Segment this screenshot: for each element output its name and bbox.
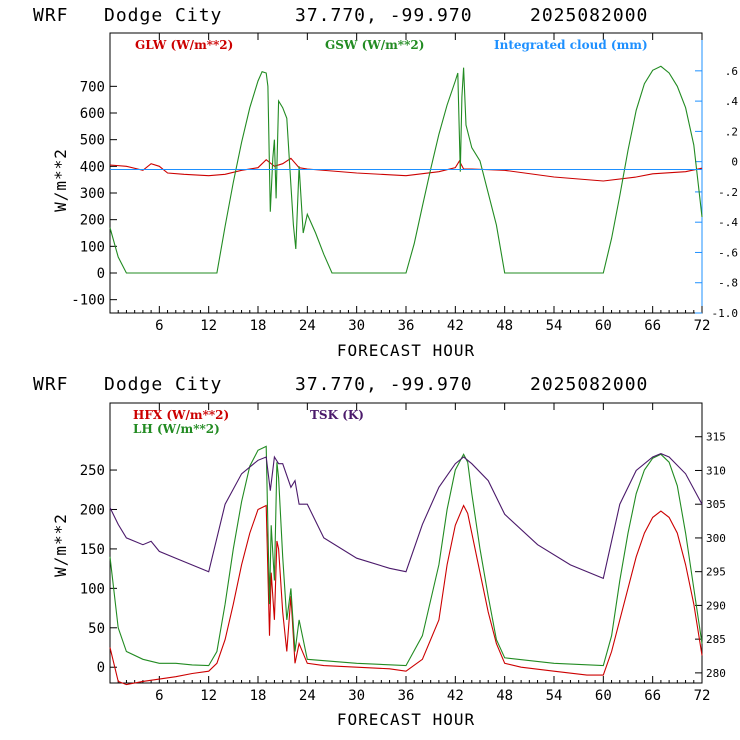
hfx-line xyxy=(109,504,703,686)
legend-glw: GLW (W/m**2) xyxy=(135,38,233,52)
x-tick-label: 30 xyxy=(348,688,365,704)
y2-tick-label: 280 xyxy=(706,667,726,680)
x-tick-label: 12 xyxy=(200,688,217,704)
legend-gsw: GSW (W/m**2) xyxy=(325,38,424,52)
legend-tsk: TSK (K) xyxy=(310,408,364,422)
bottom-site-label: Dodge City xyxy=(104,374,222,395)
top-series-group xyxy=(109,65,703,274)
y2-tick-label: 300 xyxy=(706,532,726,545)
bottom-x-axis-label: FORECAST HOUR xyxy=(337,710,475,729)
top-init-label: 2025082000 xyxy=(530,5,648,26)
bottom-model-label: WRF xyxy=(33,374,69,395)
tsk-line xyxy=(109,453,703,580)
y-tick-label: 50 xyxy=(88,621,105,637)
y2-tick-label: 310 xyxy=(706,464,726,477)
bottom-coords-label: 37.770, -99.970 xyxy=(295,374,473,395)
y2-tick-label: -1.0 xyxy=(712,307,739,320)
bottom-legend: HFX (W/m**2) LH (W/m**2) TSK (K) xyxy=(133,408,364,436)
y-tick-label: 0 xyxy=(97,266,105,282)
x-tick-label: 36 xyxy=(398,688,415,704)
top-model-label: WRF xyxy=(33,5,69,26)
y2-tick-label: 0 xyxy=(731,156,738,169)
y-tick-label: 200 xyxy=(80,502,105,518)
y-tick-label: 400 xyxy=(80,159,105,175)
y-tick-label: 600 xyxy=(80,106,105,122)
y-tick-label: 150 xyxy=(80,542,105,558)
y2-tick-label: 290 xyxy=(706,599,726,612)
top-x-axis: 6 12 18 24 30 36 42 48 54 60 66 72 xyxy=(117,33,711,334)
x-tick-label: 30 xyxy=(348,318,365,334)
x-tick-label: 36 xyxy=(398,318,415,334)
bottom-y2-axis: 280 285 290 295 300 305 310 315 xyxy=(695,431,726,680)
y2-tick-label: -.6 xyxy=(718,246,738,259)
y-tick-label: 0 xyxy=(97,660,105,676)
x-tick-label: 60 xyxy=(595,688,612,704)
x-tick-label: 72 xyxy=(694,688,711,704)
top-header: WRF Dodge City 37.770, -99.970 202508200… xyxy=(33,5,648,26)
y-tick-label: 100 xyxy=(80,239,105,255)
bottom-plot-frame xyxy=(109,402,703,684)
y2-tick-label: 315 xyxy=(706,431,726,444)
bottom-series-group xyxy=(109,445,703,686)
x-tick-label: 42 xyxy=(447,688,464,704)
y-tick-label: 100 xyxy=(80,581,105,597)
x-tick-label: 48 xyxy=(496,318,513,334)
bottom-y-axis-label: W/m**2 xyxy=(51,513,70,577)
top-legend: GLW (W/m**2) GSW (W/m**2) Integrated clo… xyxy=(135,38,648,52)
y2-tick-label: -.2 xyxy=(718,186,738,199)
gsw-line xyxy=(109,65,703,274)
y2-tick-label: 285 xyxy=(706,633,726,646)
x-tick-label: 54 xyxy=(546,688,563,704)
top-panel: WRF Dodge City 37.770, -99.970 202508200… xyxy=(33,5,738,360)
x-tick-label: 12 xyxy=(200,318,217,334)
top-x-axis-label: FORECAST HOUR xyxy=(337,341,475,360)
bottom-x-axis: 6 12 18 24 30 36 42 48 54 60 66 72 xyxy=(117,403,711,704)
y-tick-label: 300 xyxy=(80,186,105,202)
y-tick-label: -100 xyxy=(71,293,105,309)
y-tick-label: 700 xyxy=(80,79,105,95)
y2-tick-label: .4 xyxy=(725,95,739,108)
lh-line xyxy=(109,445,703,667)
bottom-init-label: 2025082000 xyxy=(530,374,648,395)
x-tick-label: 72 xyxy=(694,318,711,334)
top-y2-axis: .6 .4 .2 0 -.2 -.4 -.6 -.8 -1.0 xyxy=(695,65,738,320)
y2-tick-label: .2 xyxy=(725,125,738,138)
top-site-label: Dodge City xyxy=(104,5,222,26)
legend-lh: LH (W/m**2) xyxy=(133,422,220,436)
x-tick-label: 66 xyxy=(644,688,661,704)
y2-tick-label: 295 xyxy=(706,566,726,579)
x-tick-label: 24 xyxy=(299,688,316,704)
x-tick-label: 24 xyxy=(299,318,316,334)
bottom-panel: WRF Dodge City 37.770, -99.970 202508200… xyxy=(33,374,726,729)
x-tick-label: 6 xyxy=(155,318,163,334)
x-tick-label: 42 xyxy=(447,318,464,334)
y-tick-label: 500 xyxy=(80,133,105,149)
legend-integrated-cloud: Integrated cloud (mm) xyxy=(494,38,648,52)
y2-tick-label: -.4 xyxy=(718,216,738,229)
bottom-y-axis: 0 50 100 150 200 250 xyxy=(80,463,117,676)
x-tick-label: 18 xyxy=(250,688,267,704)
y2-tick-label: -.8 xyxy=(718,277,738,290)
y-tick-label: 250 xyxy=(80,463,105,479)
x-tick-label: 18 xyxy=(250,318,267,334)
x-tick-label: 54 xyxy=(546,318,563,334)
top-coords-label: 37.770, -99.970 xyxy=(295,5,473,26)
x-tick-label: 60 xyxy=(595,318,612,334)
top-y-axis: -100 0 100 200 300 400 500 600 700 xyxy=(71,79,117,309)
top-y-axis-label: W/m**2 xyxy=(51,148,70,212)
x-tick-label: 66 xyxy=(644,318,661,334)
x-tick-label: 48 xyxy=(496,688,513,704)
y-tick-label: 200 xyxy=(80,213,105,229)
y2-tick-label: .6 xyxy=(725,65,738,78)
x-tick-label: 6 xyxy=(155,688,163,704)
legend-hfx: HFX (W/m**2) xyxy=(133,408,229,422)
bottom-header: WRF Dodge City 37.770, -99.970 202508200… xyxy=(33,374,648,395)
y2-tick-label: 305 xyxy=(706,498,726,511)
